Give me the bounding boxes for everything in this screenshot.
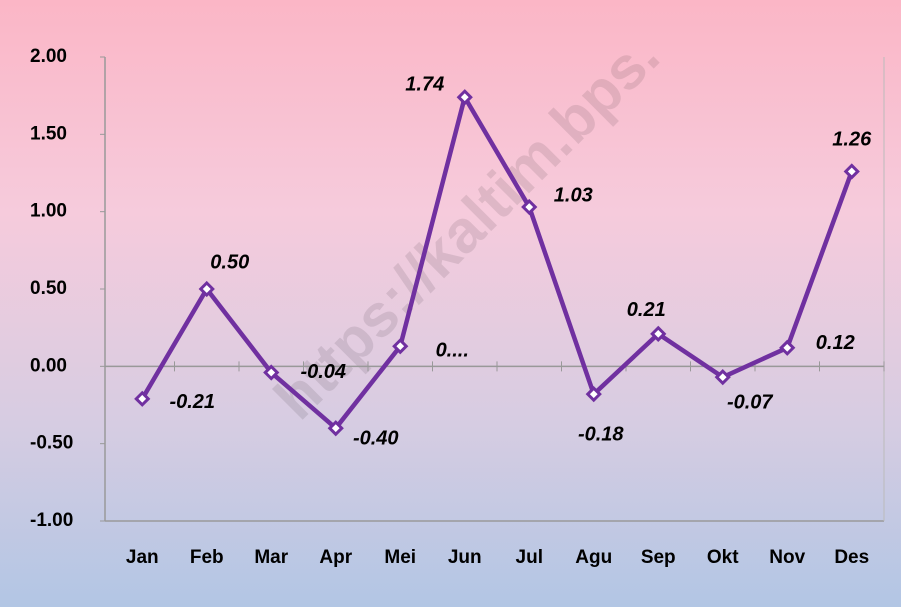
y-tick-label: 2.00 xyxy=(30,46,67,67)
value-label: -0.04 xyxy=(300,361,346,383)
marker xyxy=(327,420,344,437)
y-tick-label: -0.50 xyxy=(30,433,73,454)
y-tick-label: 0.00 xyxy=(30,355,67,376)
value-label: 0.50 xyxy=(210,251,249,273)
value-label: 1.03 xyxy=(554,184,593,206)
value-label: 0.12 xyxy=(816,332,855,354)
marker xyxy=(779,339,796,356)
x-tick-label: Mei xyxy=(384,547,416,568)
y-tick-label: 1.00 xyxy=(30,201,67,222)
x-tick-label: Apr xyxy=(319,547,352,568)
value-label: 0.21 xyxy=(627,299,666,321)
x-tick-label: Feb xyxy=(190,547,224,568)
value-label: -0.18 xyxy=(578,423,624,445)
marker xyxy=(392,338,409,355)
value-label: 0.... xyxy=(436,340,469,362)
marker xyxy=(198,280,215,298)
marker xyxy=(714,369,731,386)
marker xyxy=(263,364,280,381)
x-tick-label: Agu xyxy=(575,547,612,568)
marker xyxy=(456,89,473,106)
marker xyxy=(843,163,860,180)
marker xyxy=(585,386,602,403)
series-line xyxy=(140,94,854,431)
x-tick-label: Mar xyxy=(254,547,288,568)
marker xyxy=(134,390,151,407)
value-label: 1.26 xyxy=(832,129,872,151)
value-label: -0.21 xyxy=(169,391,215,413)
x-tick-label: Okt xyxy=(707,547,739,568)
y-tick-label: 1.50 xyxy=(30,123,67,144)
x-tick-label: Des xyxy=(834,547,869,568)
x-tick-label: Nov xyxy=(769,547,805,568)
y-tick-label: 0.50 xyxy=(30,278,67,299)
y-tick-label: -1.00 xyxy=(30,510,73,531)
x-tick-label: Jan xyxy=(126,547,159,568)
value-label: -0.07 xyxy=(727,391,773,413)
marker xyxy=(521,198,538,216)
value-label: 1.74 xyxy=(405,73,444,95)
value-label: -0.40 xyxy=(353,427,399,449)
marker xyxy=(650,325,667,342)
x-tick-label: Sep xyxy=(641,547,676,568)
x-tick-label: Jun xyxy=(448,547,482,568)
x-tick-label: Jul xyxy=(516,547,543,568)
